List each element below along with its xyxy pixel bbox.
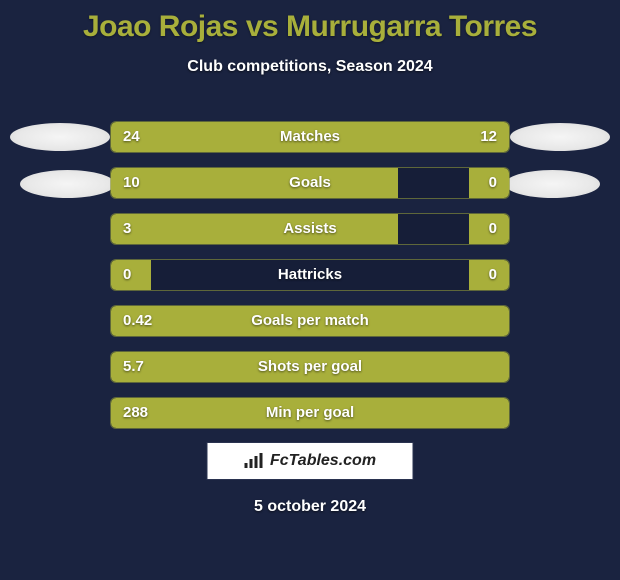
player2-avatar-top [510,123,610,151]
chart-icon [244,453,264,469]
bar-row: 10 Goals 0 [110,167,510,199]
player2-avatar-bottom [505,170,600,198]
bar-fill-full [111,352,509,382]
bar-left-value: 288 [123,398,148,428]
bar-left-value: 3 [123,214,131,244]
bar-row: 0 Hattricks 0 [110,259,510,291]
bar-fill-full [111,398,509,428]
bar-left-value: 5.7 [123,352,144,382]
player1-avatar-top [10,123,110,151]
bar-right-value: 0 [489,260,497,290]
bar-row: 5.7 Shots per goal [110,351,510,383]
bar-left-value: 10 [123,168,140,198]
bar-left-value: 0.42 [123,306,152,336]
bar-right-value: 0 [489,214,497,244]
bar-left-value: 24 [123,122,140,152]
bar-row: 288 Min per goal [110,397,510,429]
player1-avatar-bottom [20,170,115,198]
page-title: Joao Rojas vs Murrugarra Torres [0,0,620,44]
comparison-bars: 24 Matches 12 10 Goals 0 3 Assists 0 0 H… [110,121,510,443]
bar-fill-left [111,214,398,244]
bar-label: Hattricks [111,260,509,290]
page-subtitle: Club competitions, Season 2024 [0,58,620,76]
bar-fill-full [111,306,509,336]
bar-left-value: 0 [123,260,131,290]
bar-row: 24 Matches 12 [110,121,510,153]
bar-fill-left [111,168,398,198]
bar-right-value: 12 [480,122,497,152]
brand-badge: FcTables.com [207,442,414,480]
bar-right-value: 0 [489,168,497,198]
footer-date: 5 october 2024 [0,498,620,516]
bar-fill-left [111,122,366,152]
bar-row: 0.42 Goals per match [110,305,510,337]
brand-text: FcTables.com [270,452,376,470]
bar-row: 3 Assists 0 [110,213,510,245]
